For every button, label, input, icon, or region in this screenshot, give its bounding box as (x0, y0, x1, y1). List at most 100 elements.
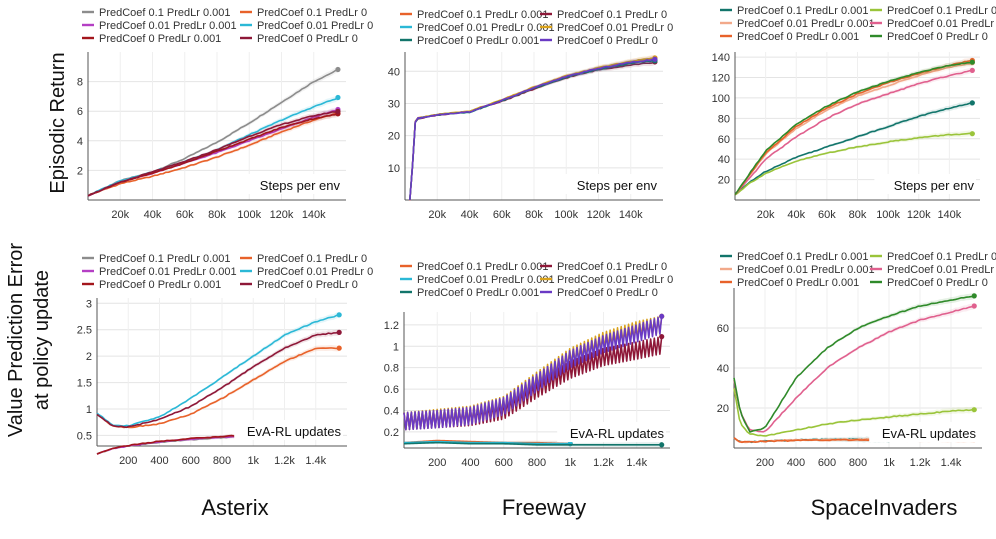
series-band (404, 313, 662, 430)
xtick-label: 80k (525, 209, 543, 221)
game-label-freeway: Freeway (501, 495, 587, 520)
xtick-label: 20k (757, 209, 775, 221)
ytick-label: 60 (717, 323, 729, 335)
legend-label: PredCoef 0.01 PredLr 0 (557, 274, 673, 286)
legend-label: PredCoef 0.1 PredLr 0 (557, 9, 667, 21)
ytick-label: 1 (393, 341, 399, 353)
ytick-label: 0.2 (384, 427, 399, 439)
legend-label: PredCoef 0 PredLr 0.001 (417, 287, 539, 299)
xtick-label: 100k (554, 209, 578, 221)
ytick-label: 120 (712, 73, 730, 85)
xtick-label: 120k (270, 209, 294, 221)
series-endpoint (969, 59, 975, 65)
series-endpoint (336, 345, 342, 351)
chart-freeway-return: 10 20 30 40 20k 40k 60k 80k 100k 120k 140k Steps pe… (388, 9, 673, 221)
series-endpoint (659, 313, 665, 319)
xtick-label: 140k (302, 209, 326, 221)
xtick-label: 20k (428, 209, 446, 221)
ytick-label: 6 (77, 106, 83, 118)
xtick-label: 200 (119, 455, 137, 467)
series-line (96, 347, 340, 429)
legend-label: PredCoef 0.1 PredLr 0.001 (99, 253, 230, 265)
xtick-label: 800 (213, 455, 231, 467)
ytick-label: 40 (718, 154, 730, 166)
series-endpoint (969, 67, 975, 74)
series-band (88, 108, 338, 196)
xtick-label: 40k (787, 209, 805, 221)
x-axis-label: EvA-RL updates (882, 426, 977, 441)
ytick-label: 0.5 (77, 430, 92, 442)
legend-label: PredCoef 0.01 PredLr 0 (557, 22, 673, 34)
legend-label: PredCoef 0.01 PredLr 0 (887, 264, 996, 276)
legend-label: PredCoef 0 PredLr 0 (257, 279, 358, 291)
xtick-label: 1.4k (941, 457, 962, 469)
legend-label: PredCoef 0 PredLr 0.001 (99, 33, 221, 45)
legend-label: PredCoef 0.1 PredLr 0 (887, 5, 996, 17)
ytick-label: 20 (718, 175, 730, 187)
ytick-label: 1.2 (384, 320, 399, 332)
legend-label: PredCoef 0.01 PredLr 0.001 (417, 22, 555, 34)
series-line (87, 110, 339, 197)
series-endpoint (652, 56, 658, 62)
ytick-label: 1 (86, 404, 92, 416)
x-axis-label-bg (874, 174, 976, 194)
x-axis-label-bg (240, 174, 342, 194)
x-axis-label: Steps per env (577, 178, 658, 193)
xtick-label: 100k (876, 209, 900, 221)
series-endpoint (335, 66, 341, 73)
x-axis-label-bg (869, 422, 978, 442)
legend-label: PredCoef 0 PredLr 0.001 (99, 279, 221, 291)
xtick-label: 400 (461, 457, 479, 469)
ytick-label: 30 (388, 98, 400, 110)
ytick-label: 8 (77, 77, 83, 89)
xtick-label: 1.2k (910, 457, 931, 469)
xtick-label: 60k (176, 209, 194, 221)
legend-label: PredCoef 0.1 PredLr 0.001 (417, 9, 548, 21)
xtick-label: 100k (237, 209, 261, 221)
series-endpoint (659, 334, 665, 340)
series-line (403, 316, 663, 431)
xtick-label: 600 (182, 455, 200, 467)
series-endpoint (335, 108, 341, 114)
ytick-label: 0.6 (384, 384, 399, 396)
chart-freeway-error: 0.2 0.4 0.6 0.8 1 1.2 200 400 600 800 1k 1.2k 1.4k Ev… (384, 261, 673, 469)
game-label-asterix: Asterix (201, 495, 269, 520)
xtick-label: 600 (818, 457, 836, 469)
xtick-label: 200 (756, 457, 774, 469)
series-line (733, 388, 975, 437)
series-line (734, 132, 973, 196)
series-endpoint (336, 329, 342, 335)
legend-label: PredCoef 0 PredLr 0 (257, 33, 358, 45)
chart-spaceinvaders-error: 20 40 60 200 400 600 800 1k 1.2k 1.4k EvA-RL updat… (717, 251, 996, 469)
ytick-label: 2.5 (77, 325, 92, 337)
series-line (96, 314, 340, 427)
series-band (404, 313, 662, 430)
series-endpoint (335, 94, 341, 101)
legend-label: PredCoef 0.1 PredLr 0.001 (417, 261, 548, 273)
xtick-label: 400 (787, 457, 805, 469)
series-endpoint (969, 100, 975, 106)
xtick-label: 800 (849, 457, 867, 469)
legend-label: PredCoef 0 PredLr 0 (887, 277, 988, 289)
legend-label: PredCoef 0 PredLr 0 (887, 31, 988, 43)
xtick-label: 800 (528, 457, 546, 469)
x-axis-label: Steps per env (894, 178, 975, 193)
ytick-label: 2 (77, 165, 83, 177)
xtick-label: 140k (619, 209, 643, 221)
chart-asterix-return: 2 4 6 8 20k 40k 60k 80k 100k 120k 140k Steps per en… (77, 7, 373, 221)
series-endpoint (971, 303, 977, 309)
legend-label: PredCoef 0.01 PredLr 0 (257, 20, 373, 32)
legend-label: PredCoef 0.1 PredLr 0.001 (99, 7, 230, 19)
xtick-label: 120k (587, 209, 611, 221)
series-endpoint (659, 442, 665, 448)
legend-label: PredCoef 0 PredLr 0 (557, 287, 658, 299)
xtick-label: 1.2k (593, 457, 614, 469)
legend-label: PredCoef 0.01 PredLr 0 (257, 266, 373, 278)
series-line (734, 69, 973, 196)
legend-label: PredCoef 0.01 PredLr 0 (887, 18, 996, 30)
xtick-label: 200 (428, 457, 446, 469)
legend-label: PredCoef 0.1 PredLr 0 (557, 261, 667, 273)
game-label-spaceinvaders: SpaceInvaders (810, 495, 958, 520)
ylabel-episodic-return: Episodic Return (47, 52, 69, 194)
